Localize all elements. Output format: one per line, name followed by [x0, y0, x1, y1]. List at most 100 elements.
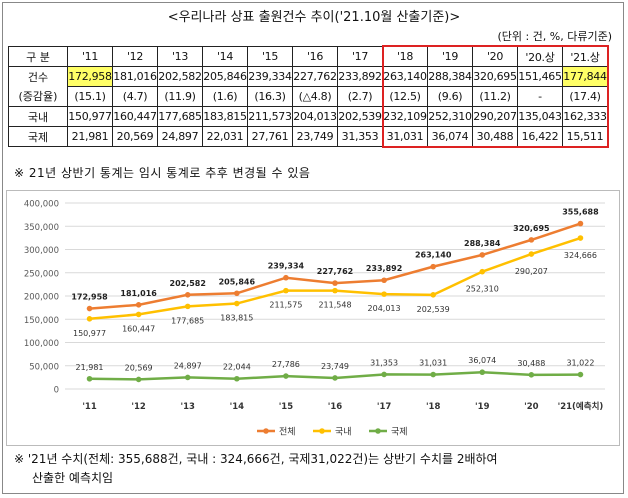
table-cell: 288,384: [427, 66, 473, 87]
table-cell: (15.1): [67, 86, 113, 107]
frame: [2, 2, 624, 494]
year-header: '20.상: [517, 46, 563, 67]
table-cell: (1.6): [202, 86, 248, 107]
row-label: 국내: [8, 106, 68, 127]
page-title: <우리나라 상표 출원건수 추이('21.10월 산출기준)>: [167, 10, 461, 25]
data-point: [86, 305, 93, 312]
data-label: 23,749: [321, 362, 349, 371]
y-tick-label: 250,000: [24, 269, 59, 279]
table-cell: 233,892: [337, 66, 383, 87]
data-point: [479, 252, 486, 258]
data-point: [184, 374, 191, 381]
data-point: [135, 376, 142, 383]
data-point: [86, 375, 93, 382]
table-cell: 181,016: [112, 66, 158, 87]
data-point: [184, 303, 191, 310]
data-point: [332, 375, 338, 381]
data-point: [381, 291, 387, 297]
legend-marker: [263, 428, 269, 434]
data-point: [528, 372, 535, 378]
data-label: 30,488: [517, 359, 545, 368]
table-cell: 21,981: [67, 126, 113, 147]
table-cell: 31,353: [337, 126, 383, 147]
note-interim: ※ 21년 상반기 통계는 임시 통계로 추후 변경될 수 있음: [14, 166, 311, 180]
legend-label: 국제: [391, 427, 408, 438]
data-point: [86, 315, 93, 322]
row-international: 국제 21,981 20,569 24,897 22,031 27,761 23,749 31…: [8, 126, 608, 147]
data-label: 27,786: [272, 360, 300, 369]
table-cell: 177,685: [157, 106, 203, 127]
row-label: 국제: [8, 126, 68, 147]
year-header: '14: [202, 46, 248, 67]
data-point: [184, 291, 191, 298]
table-cell: 30,488: [472, 126, 518, 147]
year-header: '18: [382, 46, 428, 67]
table-cell: 15,511: [562, 126, 608, 147]
data-point: [283, 287, 289, 294]
data-label: 355,688: [562, 208, 599, 217]
data-point: [234, 375, 240, 382]
y-tick-label: 50,000: [29, 362, 59, 372]
unit-note: (단위 : 건, %, 다류기준): [497, 30, 612, 43]
table-header-label: 구 분: [8, 46, 68, 67]
data-label: 211,575: [269, 301, 302, 310]
row-label: 건수: [8, 66, 68, 87]
year-header: '17: [337, 46, 383, 67]
table-cell: 23,749: [292, 126, 338, 147]
data-point: [135, 311, 142, 318]
table-cell: 160,447: [112, 106, 158, 127]
table-cell: 252,310: [427, 106, 473, 127]
table-cell: 202,539: [337, 106, 383, 127]
legend-marker: [319, 428, 325, 434]
table-cell: (11.2): [472, 86, 518, 107]
table-cell: 20,569: [112, 126, 158, 147]
table-cell: 204,013: [292, 106, 338, 127]
data-point: [430, 371, 436, 378]
row-rate: (증감율) (15.1) (4.7) (11.9) (1.6) (16.3) (△4.8)(…: [8, 86, 608, 107]
x-tick-label: '21(예측치): [558, 401, 604, 412]
x-tick-label: '12: [131, 402, 146, 412]
year-header: '20: [472, 46, 518, 67]
data-label: 21,981: [76, 363, 104, 372]
note-forecast-line1: ※ '21년 수치(전체: 355,688건, 국내 : 324,666건, 국…: [14, 452, 498, 466]
table-cell: (16.3): [247, 86, 293, 107]
data-label: 202,582: [170, 279, 206, 288]
data-label: 320,695: [513, 224, 550, 233]
x-tick-label: '13: [181, 402, 196, 412]
year-header: '19: [427, 46, 473, 67]
x-tick-label: '18: [426, 402, 441, 412]
data-point: [135, 302, 142, 308]
x-tick-label: '11: [82, 402, 97, 412]
data-point: [234, 290, 240, 297]
data-point: [283, 373, 289, 379]
y-tick-label: 100,000: [24, 339, 59, 349]
y-tick-label: 0: [54, 386, 59, 396]
data-label: 172,958: [71, 293, 108, 302]
year-header: '15: [247, 46, 293, 67]
highlight-box: [381, 45, 609, 148]
y-tick-label: 400,000: [24, 200, 59, 210]
data-label: 31,353: [370, 358, 398, 367]
x-tick-label: '14: [230, 402, 245, 412]
data-label: 202,539: [417, 305, 450, 314]
data-point: [479, 369, 486, 376]
table-cell: (11.9): [157, 86, 203, 107]
data-label: 22,044: [223, 363, 251, 372]
data-label: 160,447: [122, 324, 155, 333]
table-cell: (△4.8): [292, 86, 338, 107]
data-label: 36,074: [468, 356, 496, 365]
table-cell: 172,958: [67, 66, 113, 87]
table-cell: 150,977: [67, 106, 113, 127]
year-header: '12: [112, 46, 158, 67]
table-cell: 205,846: [202, 66, 248, 87]
data-label: 204,013: [368, 304, 401, 313]
data-point: [332, 280, 338, 286]
table-cell: 162,333: [562, 106, 608, 127]
data-label: 181,016: [120, 289, 157, 298]
data-point: [577, 371, 584, 378]
note-forecast-line2: 산출한 예측치임: [32, 471, 114, 485]
legend-marker: [375, 428, 381, 434]
table-cell: 183,815: [202, 106, 248, 127]
table-cell: 202,582: [157, 66, 203, 87]
data-label: 24,897: [174, 361, 202, 370]
